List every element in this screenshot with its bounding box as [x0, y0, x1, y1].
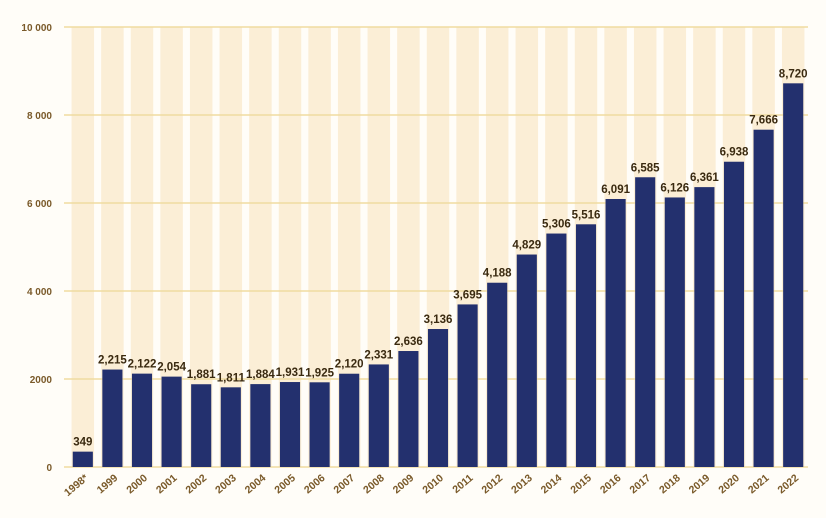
x-tick-label: 2022: [776, 472, 802, 496]
bar: [191, 384, 212, 467]
x-tick-label: 2002: [184, 472, 210, 496]
x-tick-label: 2007: [332, 472, 358, 496]
background-stripe: [249, 27, 272, 467]
data-label: 2,054: [157, 362, 186, 374]
background-stripe: [219, 27, 243, 467]
background-stripe: [71, 27, 95, 467]
bar: [664, 197, 685, 467]
background-stripe: [278, 27, 302, 467]
y-tick-label: 6 000: [27, 199, 52, 210]
x-tick-label: 2020: [716, 472, 742, 496]
background-stripe: [130, 27, 154, 467]
y-tick-label: 4 000: [27, 287, 52, 298]
bar: [427, 329, 449, 467]
data-label: 1,884: [246, 369, 275, 381]
bar: [783, 83, 804, 467]
x-tick-label: 2005: [272, 472, 298, 496]
bars: [72, 83, 804, 468]
data-label: 1,881: [187, 369, 216, 381]
data-label: 4,829: [512, 240, 541, 252]
data-label: 1,811: [217, 372, 246, 384]
bar: [457, 304, 478, 467]
data-label: 6,091: [601, 184, 630, 196]
data-label: 2,120: [335, 359, 364, 371]
data-label: 7,666: [749, 115, 778, 127]
data-label: 6,938: [720, 147, 749, 159]
x-tick-label: 2000: [124, 472, 150, 496]
x-tick-label: 2017: [628, 472, 654, 496]
bar: [102, 369, 123, 467]
background-stripe: [367, 27, 391, 467]
bar: [605, 198, 626, 467]
background-stripe: [308, 27, 331, 467]
x-tick-label: 2001: [154, 472, 180, 496]
y-axis-ticks: 0 2000 4 000 6 000 8 000 10 000: [21, 23, 52, 474]
y-tick-label: 2000: [30, 375, 53, 386]
x-tick-label: 2003: [213, 472, 239, 496]
background-stripe: [189, 27, 213, 467]
bar: [635, 177, 656, 467]
x-tick-label: 2018: [657, 472, 683, 496]
data-label: 5,306: [542, 219, 571, 231]
bar: [575, 224, 597, 467]
bar: [131, 373, 153, 467]
x-tick-label: 2013: [509, 472, 535, 496]
data-label: 349: [73, 437, 92, 449]
x-tick-label: 2011: [450, 472, 475, 496]
x-tick-label: 2021: [746, 472, 772, 496]
data-label: 2,215: [98, 355, 127, 367]
x-tick-label: 2015: [568, 472, 594, 496]
background-stripe: [101, 27, 124, 467]
x-tick-label: 2016: [598, 472, 624, 496]
y-tick-label: 10 000: [21, 23, 52, 34]
x-tick-label: 2010: [420, 472, 446, 496]
x-tick-label: 2019: [687, 472, 713, 496]
data-label: 2,122: [128, 359, 157, 371]
x-tick-label: 2012: [480, 472, 506, 496]
bar: [339, 373, 360, 467]
background-stripe: [160, 27, 183, 467]
bar: [398, 351, 419, 467]
data-label: 1,925: [305, 367, 334, 379]
x-tick-label: 2014: [539, 472, 565, 496]
bar: [309, 382, 330, 467]
y-tick-label: 8 000: [27, 111, 52, 122]
data-label: 6,585: [631, 162, 660, 174]
data-label: 6,361: [690, 172, 719, 184]
x-tick-label: 2008: [361, 472, 387, 496]
bar: [250, 384, 271, 467]
x-tick-label: 2009: [391, 472, 417, 496]
bar: [279, 382, 301, 467]
bar: [723, 161, 745, 467]
bar: [516, 254, 537, 467]
bar: [72, 451, 93, 467]
bar: [694, 187, 715, 467]
data-label: 4,188: [483, 268, 512, 280]
data-label: 3,136: [424, 314, 453, 326]
x-tick-label: 1999: [95, 472, 121, 496]
data-label: 8,720: [779, 68, 808, 80]
x-tick-label: 2004: [243, 472, 269, 496]
data-label: 6,126: [660, 182, 689, 194]
bar: [161, 376, 182, 467]
x-tick-label: 1998*: [62, 472, 91, 499]
x-tick-label: 2006: [302, 472, 328, 496]
data-label: 2,636: [394, 336, 423, 348]
data-label: 3,695: [453, 289, 482, 301]
data-label: 1,931: [276, 367, 305, 379]
bar: [753, 129, 774, 468]
x-axis-ticks: 1998* 1999 2000 2001 2002 2003 2004 2005 2006 200…: [62, 472, 801, 499]
y-tick-label: 0: [46, 463, 52, 474]
data-label: 5,516: [572, 209, 601, 221]
bar: [487, 282, 508, 467]
bar: [546, 233, 567, 467]
bar: [220, 387, 241, 467]
bar: [368, 364, 389, 467]
background-stripe: [337, 27, 361, 467]
data-label: 2,331: [364, 349, 393, 361]
